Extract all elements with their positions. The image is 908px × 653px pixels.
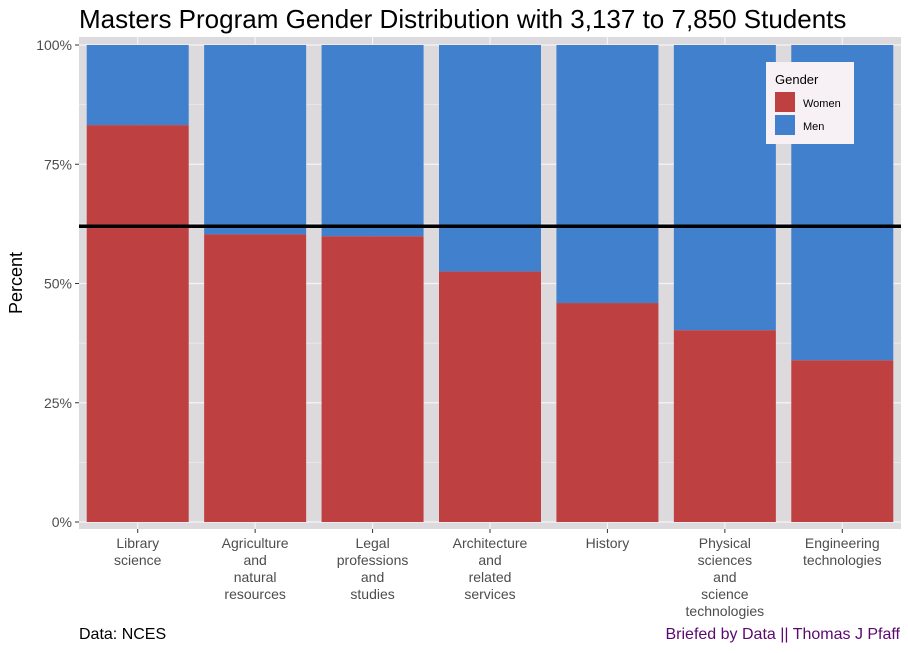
bar-women [86,125,189,523]
bar-men [321,45,424,237]
credit-caption: Briefed by Data || Thomas J Pfaff [665,626,901,643]
x-tick-label: Engineering technologies [803,535,882,568]
bar-women [556,303,659,522]
x-tick-label: Legal professions and studies [337,535,409,602]
bar-women [321,236,424,523]
y-axis-label: Percent [6,252,26,314]
x-tick-label: Physical sciences and science technologies [686,535,765,619]
x-tick-label: Architecture and related services [453,535,528,602]
data-source-caption: Data: NCES [79,626,167,643]
legend-label: Men [803,121,824,133]
legend-swatch [775,92,795,112]
bar-men [556,45,659,304]
bar-men [439,45,541,272]
y-tick-label: 0% [52,514,72,530]
legend-swatch [775,115,795,135]
x-tick-label: Agriculture and natural resources [222,535,289,602]
y-tick-label: 100% [36,37,72,53]
x-tick-label: History [586,535,630,551]
chart-title: Masters Program Gender Distribution with… [79,4,847,34]
y-tick-label: 25% [44,395,72,411]
bar-women [439,271,541,522]
bar-men [673,45,776,331]
x-tick-label: Library science [114,535,162,568]
legend-label: Women [803,98,841,110]
y-tick-label: 50% [44,276,72,292]
y-tick-label: 75% [44,156,72,172]
bar-men [204,45,307,235]
bar-women [673,330,776,522]
bar-men [86,45,189,126]
bar-women [204,234,307,522]
legend-title: Gender [775,72,819,87]
bar-women [791,360,894,522]
